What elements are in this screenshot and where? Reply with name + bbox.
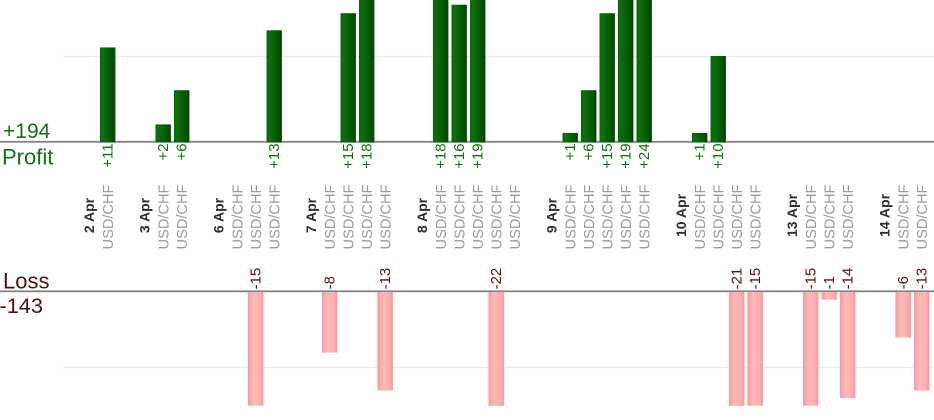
svg-text:-143: -143 — [0, 293, 43, 318]
svg-text:USD/CHF: USD/CHF — [452, 184, 468, 249]
svg-text:6 Apr: 6 Apr — [210, 197, 226, 233]
svg-text:USD/CHF: USD/CHF — [841, 184, 857, 249]
svg-text:+15: +15 — [340, 143, 357, 168]
svg-text:+6: +6 — [581, 143, 598, 160]
svg-text:9 Apr: 9 Apr — [543, 197, 559, 233]
svg-text:USD/CHF: USD/CHF — [582, 184, 598, 249]
svg-text:-1: -1 — [821, 276, 838, 289]
svg-text:USD/CHF: USD/CHF — [822, 184, 838, 249]
svg-text:+18: +18 — [359, 143, 376, 168]
svg-text:+24: +24 — [636, 143, 653, 168]
svg-text:USD/CHF: USD/CHF — [600, 184, 616, 249]
svg-text:-15: -15 — [803, 268, 820, 290]
svg-text:-22: -22 — [488, 268, 505, 290]
svg-text:+19: +19 — [470, 143, 487, 168]
svg-text:7 Apr: 7 Apr — [303, 197, 319, 233]
svg-text:+10: +10 — [710, 143, 727, 168]
svg-text:+16: +16 — [451, 143, 468, 168]
svg-text:USD/CHF: USD/CHF — [563, 184, 579, 249]
svg-text:-13: -13 — [377, 268, 394, 290]
svg-text:USD/CHF: USD/CHF — [711, 184, 727, 249]
svg-text:Profit: Profit — [2, 145, 53, 170]
svg-text:-21: -21 — [729, 268, 746, 290]
svg-text:USD/CHF: USD/CHF — [360, 184, 376, 249]
svg-text:USD/CHF: USD/CHF — [230, 184, 246, 249]
svg-text:+194: +194 — [3, 120, 51, 143]
svg-text:-13: -13 — [914, 268, 931, 290]
svg-text:-15: -15 — [248, 268, 265, 290]
svg-text:USD/CHF: USD/CHF — [915, 184, 931, 249]
svg-text:+11: +11 — [100, 143, 117, 167]
svg-text:-6: -6 — [895, 276, 912, 289]
svg-text:+15: +15 — [599, 143, 616, 168]
svg-text:USD/CHF: USD/CHF — [323, 184, 339, 249]
svg-text:-14: -14 — [840, 268, 857, 290]
svg-text:USD/CHF: USD/CHF — [267, 184, 283, 249]
svg-text:USD/CHF: USD/CHF — [249, 184, 265, 249]
svg-text:+19: +19 — [618, 143, 635, 168]
svg-text:10 Apr: 10 Apr — [673, 193, 689, 237]
svg-text:USD/CHF: USD/CHF — [434, 184, 450, 249]
svg-text:2 Apr: 2 Apr — [81, 197, 97, 233]
svg-text:USD/CHF: USD/CHF — [489, 184, 505, 249]
svg-text:+13: +13 — [266, 143, 283, 168]
svg-text:USD/CHF: USD/CHF — [896, 184, 912, 249]
svg-text:USD/CHF: USD/CHF — [748, 184, 764, 249]
svg-text:USD/CHF: USD/CHF — [341, 184, 357, 249]
svg-text:+1: +1 — [562, 143, 579, 160]
svg-text:USD/CHF: USD/CHF — [693, 184, 709, 249]
svg-text:USD/CHF: USD/CHF — [156, 184, 172, 249]
svg-text:3 Apr: 3 Apr — [136, 197, 152, 233]
svg-text:13 Apr: 13 Apr — [784, 193, 800, 237]
svg-text:+1: +1 — [692, 143, 709, 160]
svg-text:-15: -15 — [747, 268, 764, 290]
svg-text:USD/CHF: USD/CHF — [471, 184, 487, 249]
svg-text:USD/CHF: USD/CHF — [508, 184, 524, 249]
svg-text:14 Apr: 14 Apr — [876, 193, 892, 237]
svg-text:Loss: Loss — [3, 269, 49, 294]
svg-text:USD/CHF: USD/CHF — [175, 184, 191, 249]
svg-text:8 Apr: 8 Apr — [414, 197, 430, 233]
svg-text:USD/CHF: USD/CHF — [804, 184, 820, 249]
svg-text:USD/CHF: USD/CHF — [378, 184, 394, 249]
svg-text:USD/CHF: USD/CHF — [637, 184, 653, 249]
svg-text:+18: +18 — [433, 143, 450, 168]
svg-text:+2: +2 — [155, 143, 172, 160]
svg-text:USD/CHF: USD/CHF — [101, 184, 117, 249]
svg-text:-8: -8 — [322, 276, 339, 289]
svg-text:USD/CHF: USD/CHF — [619, 184, 635, 249]
svg-text:+6: +6 — [174, 143, 191, 160]
svg-text:USD/CHF: USD/CHF — [730, 184, 746, 249]
